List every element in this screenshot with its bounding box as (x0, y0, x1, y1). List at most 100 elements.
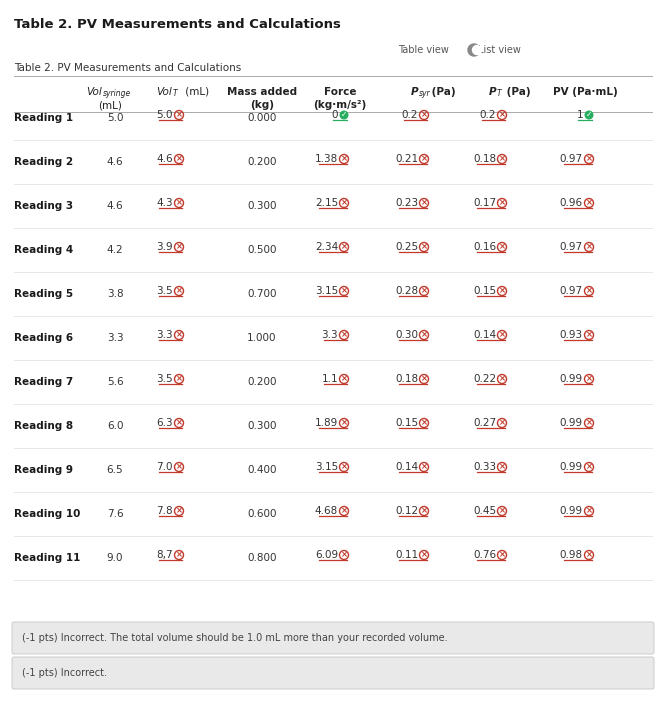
Text: ×: × (176, 198, 182, 207)
Text: ×: × (340, 506, 348, 515)
Text: ×: × (420, 506, 428, 515)
Text: ×: × (498, 374, 505, 384)
Text: ×: × (340, 286, 348, 295)
Text: ✓: ✓ (586, 110, 592, 119)
FancyBboxPatch shape (12, 622, 654, 654)
Text: Force: Force (324, 87, 356, 97)
Text: 5.0: 5.0 (107, 113, 123, 123)
Text: ×: × (585, 198, 593, 207)
Text: ×: × (498, 550, 505, 559)
Text: 0.76: 0.76 (473, 550, 496, 560)
Text: 0: 0 (332, 110, 338, 120)
Text: ×: × (585, 550, 593, 559)
Text: ×: × (585, 154, 593, 163)
Text: ×: × (340, 374, 348, 384)
Text: Reading 8: Reading 8 (14, 421, 73, 431)
Text: 0.97: 0.97 (560, 154, 583, 164)
Text: ×: × (340, 198, 348, 207)
Text: 4.3: 4.3 (157, 198, 173, 208)
Text: 0.23: 0.23 (395, 198, 418, 208)
Text: 0.99: 0.99 (560, 418, 583, 428)
Text: P: P (488, 87, 496, 97)
Circle shape (468, 44, 480, 56)
Text: ×: × (176, 550, 182, 559)
Text: 0.45: 0.45 (473, 506, 496, 516)
Text: 3.3: 3.3 (107, 333, 123, 343)
Text: ×: × (176, 374, 182, 384)
Text: (kg·m/s²): (kg·m/s²) (314, 100, 366, 110)
Text: Table view: Table view (398, 45, 449, 55)
Text: ×: × (498, 198, 505, 207)
Circle shape (585, 111, 593, 120)
Text: 3.5: 3.5 (157, 374, 173, 384)
Text: 0.800: 0.800 (247, 553, 277, 563)
Text: 0.15: 0.15 (395, 418, 418, 428)
Text: 2.34: 2.34 (315, 242, 338, 252)
Text: T: T (173, 89, 178, 98)
Text: ×: × (420, 243, 428, 251)
Text: ×: × (420, 286, 428, 295)
Text: ×: × (498, 286, 505, 295)
Text: 0.11: 0.11 (395, 550, 418, 560)
Text: (-1 pts) Incorrect.: (-1 pts) Incorrect. (22, 668, 107, 678)
Text: ×: × (176, 462, 182, 471)
Text: 3.8: 3.8 (107, 289, 123, 299)
Text: Table 2. PV Measurements and Calculations: Table 2. PV Measurements and Calculation… (14, 18, 341, 31)
Text: 0.18: 0.18 (395, 374, 418, 384)
Text: syr: syr (419, 89, 431, 98)
Text: (Pa): (Pa) (428, 87, 456, 97)
Text: Reading 10: Reading 10 (14, 509, 81, 519)
Text: P: P (410, 87, 418, 97)
Text: 3.5: 3.5 (157, 286, 173, 296)
Text: 3.15: 3.15 (315, 462, 338, 472)
Text: 0.99: 0.99 (560, 374, 583, 384)
Text: ×: × (498, 462, 505, 471)
Text: ×: × (420, 462, 428, 471)
Text: 7.8: 7.8 (157, 506, 173, 516)
Text: (-1 pts) Incorrect. The total volume should be 1.0 mL more than your recorded vo: (-1 pts) Incorrect. The total volume sho… (22, 633, 448, 643)
FancyBboxPatch shape (12, 657, 654, 689)
Text: 0.97: 0.97 (560, 286, 583, 296)
Text: ×: × (420, 374, 428, 384)
Text: 0.12: 0.12 (395, 506, 418, 516)
Text: 0.400: 0.400 (247, 465, 277, 475)
Text: 0.33: 0.33 (473, 462, 496, 472)
Text: 2.15: 2.15 (315, 198, 338, 208)
Text: ×: × (340, 462, 348, 471)
Text: ×: × (420, 110, 428, 119)
Text: 0.93: 0.93 (560, 330, 583, 340)
Circle shape (340, 111, 348, 120)
Text: 6.0: 6.0 (107, 421, 123, 431)
Text: ×: × (498, 330, 505, 339)
Text: ✓: ✓ (341, 110, 347, 119)
Text: 0.15: 0.15 (473, 286, 496, 296)
Text: Reading 1: Reading 1 (14, 113, 73, 123)
Text: ×: × (420, 198, 428, 207)
Text: List view: List view (478, 45, 521, 55)
Text: ×: × (420, 418, 428, 427)
Text: 0.17: 0.17 (473, 198, 496, 208)
Text: 5.0: 5.0 (157, 110, 173, 120)
Text: 9.0: 9.0 (107, 553, 123, 563)
Text: 4.6: 4.6 (107, 157, 123, 167)
Text: ×: × (585, 506, 593, 515)
Text: (mL): (mL) (98, 100, 122, 110)
Text: 4.2: 4.2 (107, 245, 123, 255)
Text: Table 2. PV Measurements and Calculations: Table 2. PV Measurements and Calculation… (14, 63, 241, 73)
Text: ×: × (585, 418, 593, 427)
Text: 0.700: 0.700 (247, 289, 277, 299)
Text: ×: × (498, 154, 505, 163)
Text: 0.18: 0.18 (473, 154, 496, 164)
Text: ×: × (585, 286, 593, 295)
Text: ×: × (176, 330, 182, 339)
Text: 4.68: 4.68 (315, 506, 338, 516)
Text: 0.96: 0.96 (560, 198, 583, 208)
Text: Reading 5: Reading 5 (14, 289, 73, 299)
Text: ×: × (176, 243, 182, 251)
Text: 5.6: 5.6 (107, 377, 123, 387)
Text: ×: × (176, 286, 182, 295)
Text: 3.15: 3.15 (315, 286, 338, 296)
Text: 3.3: 3.3 (322, 330, 338, 340)
Text: ×: × (585, 243, 593, 251)
Text: Reading 9: Reading 9 (14, 465, 73, 475)
